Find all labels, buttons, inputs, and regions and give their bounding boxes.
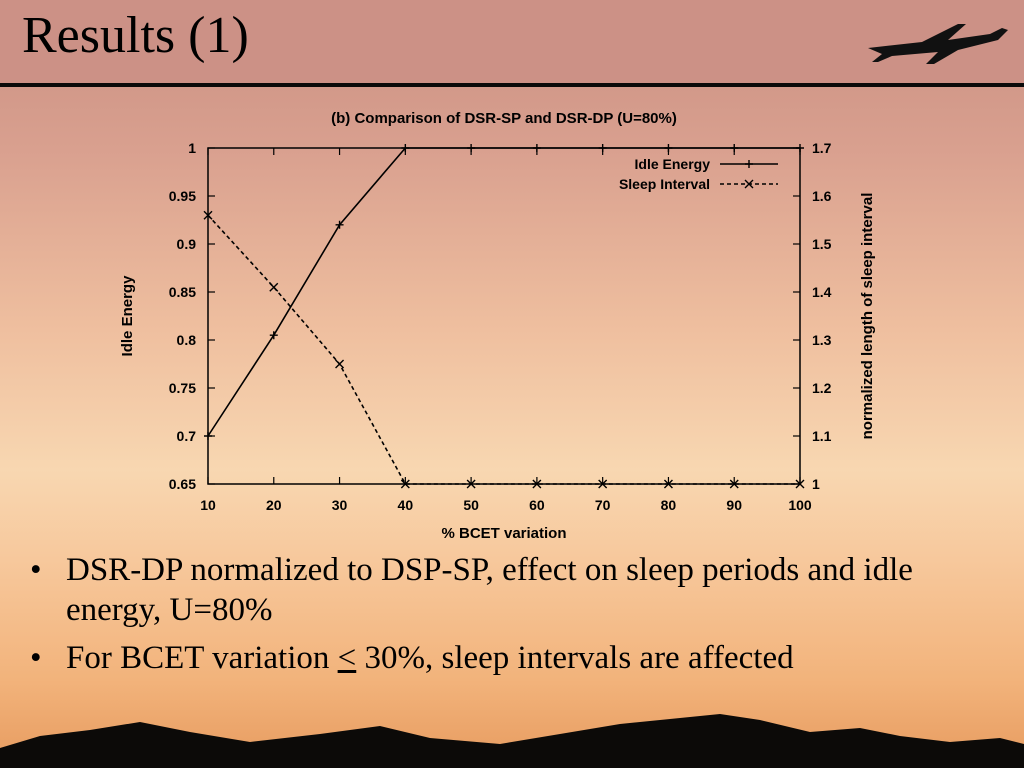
y2-tick-label: 1.4	[812, 284, 832, 300]
x-tick-label: 90	[726, 497, 742, 513]
y2-axis-label: normalized length of sleep interval	[859, 193, 876, 440]
y-axis-label: Idle Energy	[119, 275, 136, 357]
bullet-text: DSR-DP normalized to DSP-SP, effect on s…	[66, 552, 913, 628]
x-axis-label: % BCET variation	[441, 525, 566, 542]
plot-frame	[207, 147, 801, 485]
data-point-idle-energy	[269, 331, 278, 340]
airplane-icon	[868, 24, 1008, 64]
legend-marker-sleep-interval	[744, 179, 754, 189]
data-point-idle-energy	[796, 144, 804, 152]
legend-label-idle-energy: Idle Energy	[635, 156, 711, 172]
x-tick-label: 60	[529, 497, 545, 513]
series-line-sleep-interval	[207, 214, 800, 485]
comparison-chart: (b) Comparison of DSR-SP and DSR-DP (U=8…	[119, 110, 876, 542]
data-point-sleep-interval	[203, 210, 213, 220]
data-point-sleep-interval	[400, 479, 410, 489]
slide-title: Results (1)	[22, 7, 249, 64]
data-point-idle-energy	[467, 144, 476, 152]
x-tick-label: 40	[398, 497, 414, 513]
data-point-idle-energy	[204, 432, 212, 440]
data-point-sleep-interval	[663, 479, 673, 489]
y-tick-label: 0.95	[169, 188, 196, 204]
y2-tick-label: 1.3	[812, 332, 832, 348]
y-tick-label: 0.65	[169, 476, 196, 492]
bullet-marker: •	[30, 552, 42, 588]
legend-marker-idle-energy	[745, 160, 753, 168]
y2-tick-label: 1.2	[812, 380, 832, 396]
mountain-silhouette	[0, 714, 1024, 768]
less-equal-symbol: <	[337, 640, 357, 676]
y2-tick-label: 1.1	[812, 428, 832, 444]
data-point-idle-energy	[532, 144, 541, 152]
x-tick-label: 70	[595, 497, 611, 513]
y-tick-label: 0.9	[177, 236, 197, 252]
bullet-list: • DSR-DP normalized to DSP-SP, effect on…	[24, 550, 1004, 686]
chart-title: (b) Comparison of DSR-SP and DSR-DP (U=8…	[331, 110, 677, 127]
bullet-item: • For BCET variation < 30%, sleep interv…	[24, 638, 1004, 678]
y2-tick-label: 1.5	[812, 236, 832, 252]
x-tick-label: 20	[266, 497, 282, 513]
y-tick-label: 0.8	[177, 332, 197, 348]
data-point-sleep-interval	[466, 479, 476, 489]
y-tick-label: 0.7	[177, 428, 197, 444]
y-tick-label: 1	[188, 140, 196, 156]
bullet-marker: •	[30, 640, 42, 676]
y-tick-label: 0.85	[169, 284, 196, 300]
data-point-sleep-interval	[729, 479, 739, 489]
data-point-sleep-interval	[335, 359, 345, 369]
data-point-sleep-interval	[269, 282, 279, 292]
bullet-item: • DSR-DP normalized to DSP-SP, effect on…	[24, 550, 1004, 630]
bullet-text-post: 30%, sleep intervals are affected	[356, 640, 794, 676]
x-tick-label: 10	[200, 497, 216, 513]
data-point-sleep-interval	[795, 479, 805, 489]
x-tick-label: 80	[661, 497, 677, 513]
y2-tick-label: 1	[812, 476, 820, 492]
y-tick-label: 0.75	[169, 380, 196, 396]
x-tick-label: 30	[332, 497, 348, 513]
data-point-sleep-interval	[598, 479, 608, 489]
data-point-idle-energy	[598, 144, 607, 152]
series-line-idle-energy	[207, 147, 800, 437]
y2-tick-label: 1.7	[812, 140, 832, 156]
data-point-sleep-interval	[532, 479, 542, 489]
x-tick-label: 50	[463, 497, 479, 513]
legend-label-sleep-interval: Sleep Interval	[619, 176, 710, 192]
data-point-idle-energy	[730, 144, 739, 152]
title-divider	[0, 83, 1024, 87]
title-band	[0, 0, 1024, 85]
y2-tick-label: 1.6	[812, 188, 832, 204]
data-point-idle-energy	[664, 144, 673, 152]
data-point-idle-energy	[401, 144, 410, 152]
bullet-text-pre: For BCET variation	[66, 640, 338, 676]
x-tick-label: 100	[788, 497, 812, 513]
data-point-idle-energy	[335, 220, 344, 229]
